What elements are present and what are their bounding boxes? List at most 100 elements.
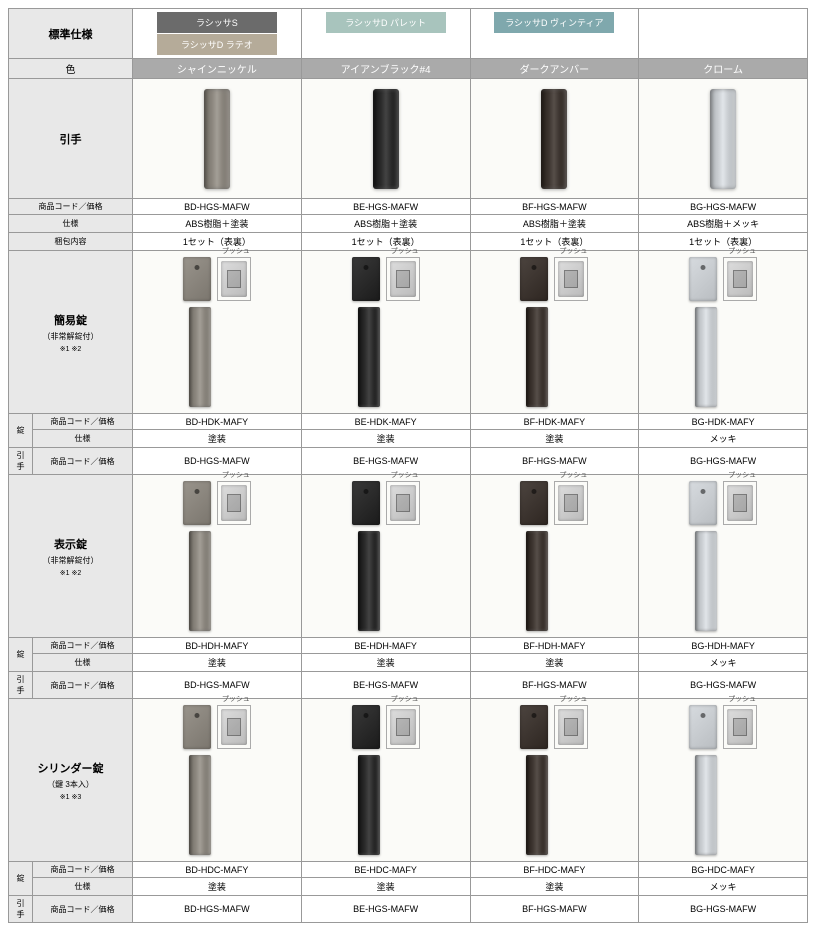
subrow-label: 商品コード／価格 xyxy=(33,448,133,475)
data-cell: 塗装 xyxy=(301,878,470,896)
data-cell: メッキ xyxy=(639,654,808,672)
subrow-label: 仕様 xyxy=(33,654,133,672)
subrow-label: 商品コード／価格 xyxy=(33,414,133,430)
push-label: プッシュ xyxy=(222,246,250,256)
push-box: プッシュ xyxy=(723,705,757,749)
data-cell: 1セット（表裏） xyxy=(639,233,808,251)
finish-1: アイアンブラック#4 xyxy=(301,59,470,79)
data-cell: BG-HDH-MAFY xyxy=(639,638,808,654)
product-image-cell: プッシュ xyxy=(470,251,639,414)
data-cell: 1セット（表裏） xyxy=(301,233,470,251)
data-cell: 1セット（表裏） xyxy=(133,233,302,251)
series-btn-1: ラシッサD ラテオ xyxy=(157,34,277,55)
data-cell: BD-HGS-MAFW xyxy=(133,199,302,215)
push-label: プッシュ xyxy=(728,470,756,480)
data-cell: BF-HGS-MAFW xyxy=(470,896,639,923)
data-cell: ABS樹脂＋メッキ xyxy=(639,215,808,233)
push-label: プッシュ xyxy=(222,470,250,480)
data-cell: ABS樹脂＋塗装 xyxy=(133,215,302,233)
finish-2: ダークアンバー xyxy=(470,59,639,79)
product-image-cell xyxy=(639,79,808,199)
push-box: プッシュ xyxy=(217,481,251,525)
data-cell: BE-HGS-MAFW xyxy=(301,896,470,923)
subrow-label: 商品コード／価格 xyxy=(33,896,133,923)
push-box: プッシュ xyxy=(554,257,588,301)
section-title: シリンダー錠（鍵 3本入）※1 ※3 xyxy=(9,699,133,862)
series-cell-0: ラシッサS ラシッサD ラテオ xyxy=(133,9,302,59)
subrow-label: 商品コード／価格 xyxy=(33,672,133,699)
product-image-cell: プッシュ xyxy=(133,475,302,638)
product-image-cell xyxy=(301,79,470,199)
group-side-label: 引手 xyxy=(9,896,33,923)
data-cell: BF-HDK-MAFY xyxy=(470,414,639,430)
data-cell: BE-HDK-MAFY xyxy=(301,414,470,430)
push-box: プッシュ xyxy=(217,705,251,749)
data-cell: BG-HDK-MAFY xyxy=(639,414,808,430)
product-image-cell xyxy=(133,79,302,199)
push-label: プッシュ xyxy=(391,246,419,256)
push-label: プッシュ xyxy=(391,470,419,480)
data-cell: 塗装 xyxy=(470,654,639,672)
data-cell: BF-HGS-MAFW xyxy=(470,448,639,475)
subrow-label: 仕様 xyxy=(33,878,133,896)
subrow-label: 仕様 xyxy=(33,430,133,448)
spec-table: 標準仕様 ラシッサS ラシッサD ラテオ ラシッサD パレット ラシッサD ヴィ… xyxy=(8,8,808,923)
data-cell: BE-HGS-MAFW xyxy=(301,448,470,475)
product-image-cell: プッシュ xyxy=(639,475,808,638)
data-cell: BE-HGS-MAFW xyxy=(301,199,470,215)
data-cell: BG-HDC-MAFY xyxy=(639,862,808,878)
subrow-label: 仕様 xyxy=(9,215,133,233)
group-side-label: 錠 xyxy=(9,638,33,672)
header-spec: 標準仕様 xyxy=(9,9,133,59)
product-image-cell: プッシュ xyxy=(470,475,639,638)
subrow-label: 商品コード／価格 xyxy=(33,862,133,878)
group-side-label: 引手 xyxy=(9,672,33,699)
finish-0: シャインニッケル xyxy=(133,59,302,79)
data-cell: 塗装 xyxy=(133,654,302,672)
product-image-cell: プッシュ xyxy=(133,251,302,414)
data-cell: BF-HGS-MAFW xyxy=(470,672,639,699)
group-side-label: 引手 xyxy=(9,448,33,475)
data-cell: 塗装 xyxy=(301,654,470,672)
push-label: プッシュ xyxy=(559,470,587,480)
data-cell: 塗装 xyxy=(470,878,639,896)
push-box: プッシュ xyxy=(386,481,420,525)
push-label: プッシュ xyxy=(728,246,756,256)
data-cell: 塗装 xyxy=(470,430,639,448)
data-cell: BG-HGS-MAFW xyxy=(639,896,808,923)
series-cell-2: ラシッサD ヴィンティア xyxy=(470,9,639,59)
product-image-cell: プッシュ xyxy=(301,251,470,414)
data-cell: BD-HGS-MAFW xyxy=(133,672,302,699)
push-box: プッシュ xyxy=(723,257,757,301)
push-label: プッシュ xyxy=(559,246,587,256)
section-title: 引手 xyxy=(9,79,133,199)
push-box: プッシュ xyxy=(554,481,588,525)
data-cell: メッキ xyxy=(639,430,808,448)
push-box: プッシュ xyxy=(386,705,420,749)
series-cell-1: ラシッサD パレット xyxy=(301,9,470,59)
push-label: プッシュ xyxy=(728,694,756,704)
data-cell: BG-HGS-MAFW xyxy=(639,672,808,699)
product-image-cell: プッシュ xyxy=(301,475,470,638)
data-cell: 1セット（表裏） xyxy=(470,233,639,251)
data-cell: BF-HDH-MAFY xyxy=(470,638,639,654)
series-btn-3: ラシッサD ヴィンティア xyxy=(494,12,614,33)
data-cell: ABS樹脂＋塗装 xyxy=(470,215,639,233)
section-title: 表示錠（非常解錠付）※1 ※2 xyxy=(9,475,133,638)
data-cell: BD-HDC-MAFY xyxy=(133,862,302,878)
data-cell: BD-HGS-MAFW xyxy=(133,448,302,475)
push-label: プッシュ xyxy=(559,694,587,704)
series-btn-2: ラシッサD パレット xyxy=(326,12,446,33)
group-side-label: 錠 xyxy=(9,414,33,448)
data-cell: 塗装 xyxy=(301,430,470,448)
push-box: プッシュ xyxy=(386,257,420,301)
data-cell: BG-HGS-MAFW xyxy=(639,448,808,475)
product-image-cell: プッシュ xyxy=(639,251,808,414)
data-cell: 塗装 xyxy=(133,430,302,448)
push-box: プッシュ xyxy=(554,705,588,749)
header-color: 色 xyxy=(9,59,133,79)
data-cell: BE-HDC-MAFY xyxy=(301,862,470,878)
product-image-cell xyxy=(470,79,639,199)
product-image-cell: プッシュ xyxy=(639,699,808,862)
push-label: プッシュ xyxy=(222,694,250,704)
